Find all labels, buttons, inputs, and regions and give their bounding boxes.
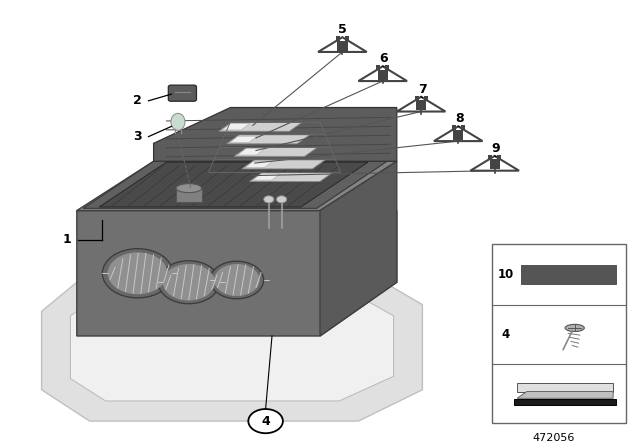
Polygon shape xyxy=(42,282,422,421)
Ellipse shape xyxy=(565,324,584,332)
Bar xyxy=(378,70,388,80)
Polygon shape xyxy=(358,66,407,81)
Text: 9: 9 xyxy=(492,142,500,155)
Polygon shape xyxy=(219,122,302,131)
Polygon shape xyxy=(99,162,368,207)
Polygon shape xyxy=(83,159,390,208)
Text: 7: 7 xyxy=(418,83,427,96)
Bar xyxy=(424,96,428,100)
Bar xyxy=(415,96,419,100)
Circle shape xyxy=(108,252,168,294)
FancyBboxPatch shape xyxy=(521,265,616,284)
Circle shape xyxy=(214,264,260,296)
Text: 472056: 472056 xyxy=(532,433,575,443)
Polygon shape xyxy=(227,135,310,144)
Bar xyxy=(514,399,616,405)
Polygon shape xyxy=(70,298,394,401)
Polygon shape xyxy=(154,108,397,161)
Polygon shape xyxy=(237,149,265,155)
Text: 4: 4 xyxy=(502,328,509,341)
Bar xyxy=(517,383,613,392)
Polygon shape xyxy=(470,156,519,171)
Text: 10: 10 xyxy=(497,268,514,281)
Bar xyxy=(452,125,456,130)
Circle shape xyxy=(102,249,173,298)
Circle shape xyxy=(264,196,274,203)
Bar xyxy=(461,125,465,130)
Bar xyxy=(336,36,340,41)
Polygon shape xyxy=(230,136,257,142)
Circle shape xyxy=(248,409,283,433)
Bar xyxy=(176,188,202,202)
Bar xyxy=(492,244,626,423)
Bar xyxy=(376,65,380,70)
Circle shape xyxy=(276,196,287,203)
Polygon shape xyxy=(318,37,367,52)
Polygon shape xyxy=(397,97,445,112)
Polygon shape xyxy=(517,392,613,398)
Polygon shape xyxy=(234,147,317,156)
Text: 3: 3 xyxy=(133,130,142,143)
Polygon shape xyxy=(77,161,397,211)
Polygon shape xyxy=(245,161,273,168)
Bar xyxy=(490,159,500,169)
Bar xyxy=(345,36,349,41)
Bar xyxy=(385,65,389,70)
Bar xyxy=(416,100,426,110)
Polygon shape xyxy=(320,161,397,336)
Text: 8: 8 xyxy=(455,112,464,125)
Bar xyxy=(337,41,348,51)
Circle shape xyxy=(158,261,220,304)
Bar xyxy=(497,155,501,159)
Text: 4: 4 xyxy=(261,414,270,428)
Bar xyxy=(488,155,492,159)
Ellipse shape xyxy=(171,113,185,130)
Text: 1: 1 xyxy=(63,233,72,246)
Polygon shape xyxy=(77,211,397,336)
Text: 6: 6 xyxy=(380,52,388,65)
Polygon shape xyxy=(434,126,483,141)
Circle shape xyxy=(163,264,215,301)
Polygon shape xyxy=(222,124,250,130)
Polygon shape xyxy=(242,160,325,169)
Text: 2: 2 xyxy=(133,94,142,108)
Circle shape xyxy=(210,261,264,299)
Text: 5: 5 xyxy=(338,22,347,36)
Bar xyxy=(453,130,463,140)
Ellipse shape xyxy=(176,184,202,193)
Polygon shape xyxy=(253,174,280,180)
FancyBboxPatch shape xyxy=(168,85,196,101)
Polygon shape xyxy=(250,172,333,181)
